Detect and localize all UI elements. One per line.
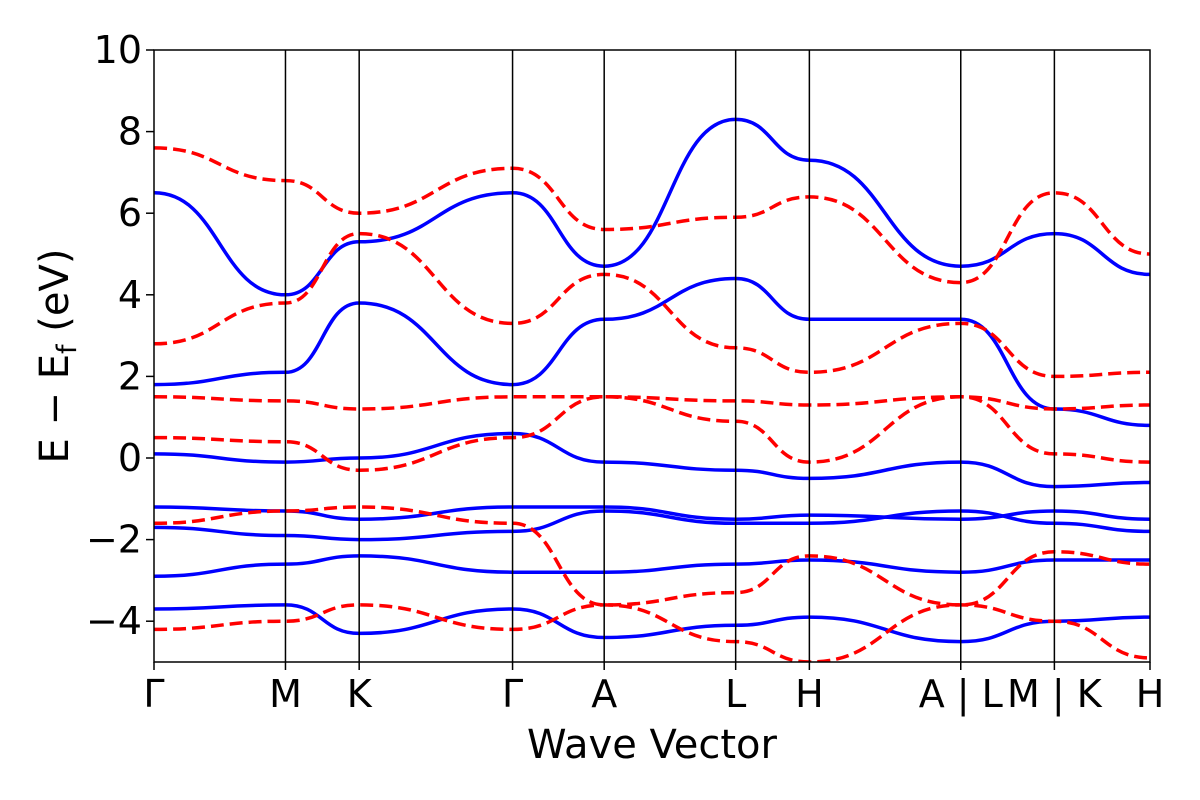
x-tick-label: Γ (143, 672, 164, 716)
high-symmetry-lines (284, 50, 1056, 662)
plot-frame (153, 49, 1151, 663)
y-tick-label: −4 (86, 599, 142, 643)
y-axis-title-main: E − E (32, 354, 78, 464)
y-axis-title-unit: (eV) (32, 249, 78, 345)
x-tick-label: M | K (1007, 672, 1103, 717)
y-tick-label: −2 (86, 518, 142, 562)
band-line-solid (154, 554, 1150, 579)
x-tick-label: M (269, 672, 302, 716)
band-line-solid (154, 603, 1150, 644)
band-line-dashed (154, 505, 1150, 607)
x-axis-title: Wave Vector (527, 722, 778, 768)
y-tick-label: 6 (118, 191, 142, 235)
x-tick-label: L (725, 672, 746, 716)
y-tick-label: 4 (118, 273, 142, 317)
y-axis-ticks: 10 8 6 4 2 0 −2 −4 (86, 28, 154, 643)
x-tick-label: A | L (919, 672, 1003, 717)
band-line-solid (154, 431, 1150, 489)
y-tick-label: 2 (118, 354, 142, 398)
x-tick-label: A (591, 672, 617, 716)
band-line-solid (154, 509, 1150, 542)
band-lines (154, 117, 1150, 662)
band-line-dashed (154, 395, 1150, 411)
band-line-dashed (154, 603, 1150, 662)
band-line-solid (154, 276, 1150, 428)
x-tick-label: H (795, 672, 824, 716)
y-axis-title: E − Ef (eV) (32, 249, 83, 464)
y-tick-label: 0 (118, 436, 142, 480)
band-line-solid (154, 117, 1150, 297)
x-tick-label: K (347, 672, 373, 716)
x-tick-label: H (1136, 672, 1165, 716)
y-axis-title-sub: f (52, 343, 83, 354)
y-tick-label: 10 (94, 28, 142, 72)
band-line-dashed (154, 395, 1150, 472)
y-tick-label: 8 (118, 110, 142, 154)
x-tick-label: Γ (502, 672, 523, 716)
band-line-dashed (154, 146, 1150, 285)
